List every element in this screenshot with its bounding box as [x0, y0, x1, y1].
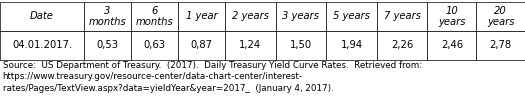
Text: https://www.treasury.gov/resource-center/data-chart-center/interest-: https://www.treasury.gov/resource-center…	[3, 72, 302, 82]
Text: rates/Pages/TextView.aspx?data=yieldYear&year=2017_  (January 4, 2017).: rates/Pages/TextView.aspx?data=yieldYear…	[3, 84, 333, 93]
Text: Source:  US Department of Treasury.  (2017).  Daily Treasury Yield Curve Rates. : Source: US Department of Treasury. (2017…	[3, 61, 422, 70]
